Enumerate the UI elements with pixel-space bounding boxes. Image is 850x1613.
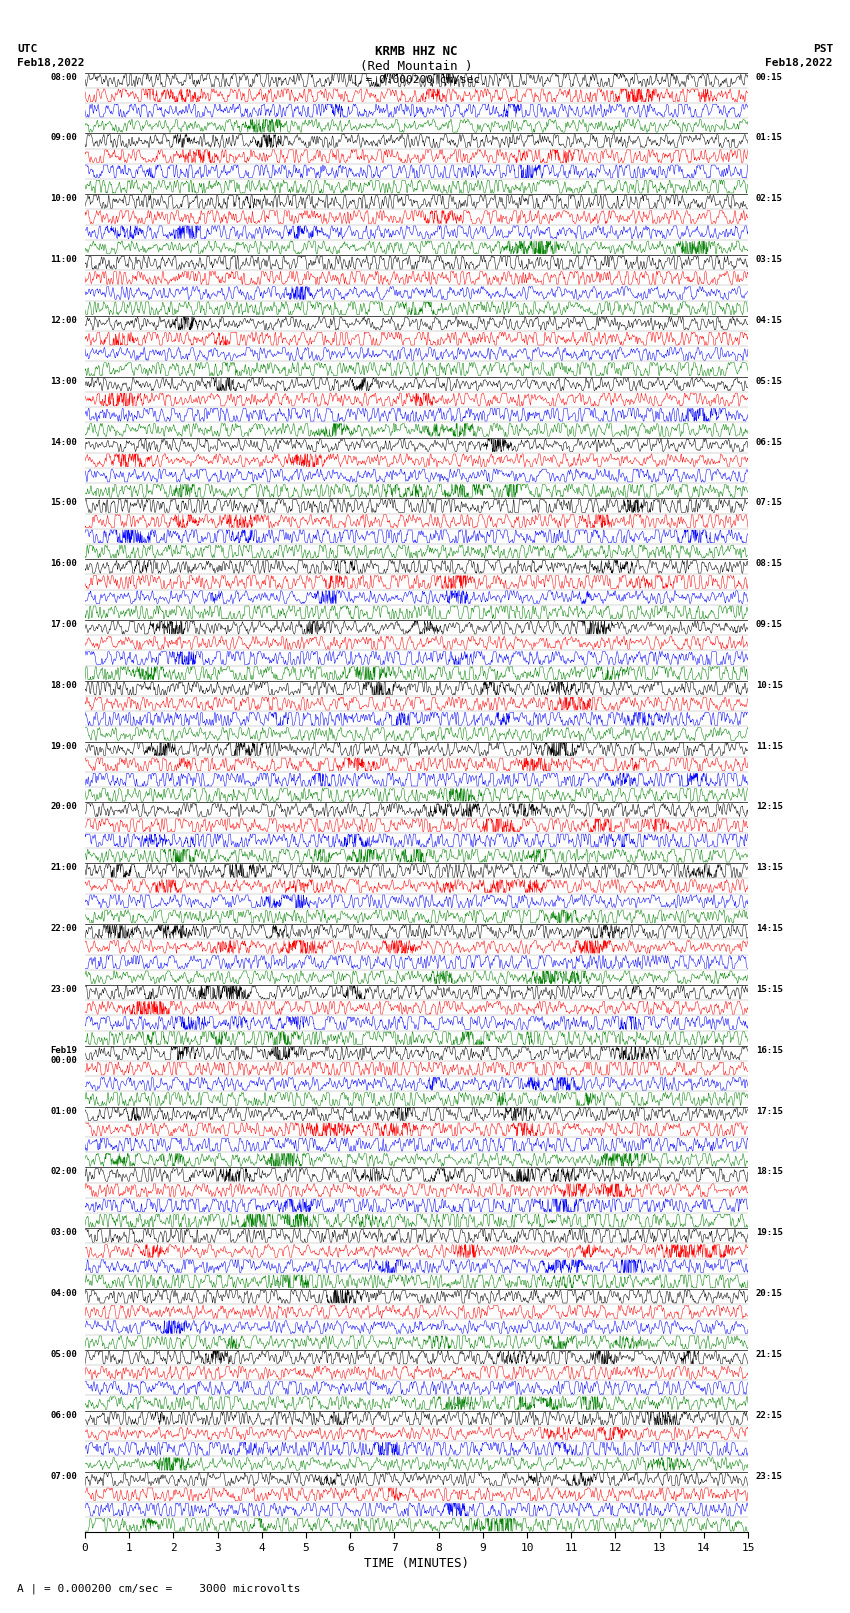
Text: 04:00: 04:00 bbox=[50, 1289, 77, 1298]
Text: 21:00: 21:00 bbox=[50, 863, 77, 873]
Text: PST: PST bbox=[813, 44, 833, 53]
X-axis label: TIME (MINUTES): TIME (MINUTES) bbox=[364, 1557, 469, 1569]
Text: 10:15: 10:15 bbox=[756, 681, 783, 690]
Text: 08:15: 08:15 bbox=[756, 560, 783, 568]
Text: KRMB HHZ NC: KRMB HHZ NC bbox=[375, 45, 458, 58]
Text: | = 0.000200 cm/sec: | = 0.000200 cm/sec bbox=[353, 74, 480, 85]
Text: 06:15: 06:15 bbox=[756, 437, 783, 447]
Text: 11:15: 11:15 bbox=[756, 742, 783, 750]
Text: 10:00: 10:00 bbox=[50, 194, 77, 203]
Text: 16:15: 16:15 bbox=[756, 1045, 783, 1055]
Text: 17:15: 17:15 bbox=[756, 1107, 783, 1116]
Text: 18:00: 18:00 bbox=[50, 681, 77, 690]
Text: 07:00: 07:00 bbox=[50, 1471, 77, 1481]
Text: 19:00: 19:00 bbox=[50, 742, 77, 750]
Text: 12:00: 12:00 bbox=[50, 316, 77, 324]
Text: 14:15: 14:15 bbox=[756, 924, 783, 932]
Text: 06:00: 06:00 bbox=[50, 1411, 77, 1419]
Text: 05:00: 05:00 bbox=[50, 1350, 77, 1358]
Text: Feb18,2022: Feb18,2022 bbox=[17, 58, 84, 68]
Text: 21:15: 21:15 bbox=[756, 1350, 783, 1358]
Text: Feb19
00:00: Feb19 00:00 bbox=[50, 1045, 77, 1065]
Text: 16:00: 16:00 bbox=[50, 560, 77, 568]
Text: 23:00: 23:00 bbox=[50, 986, 77, 994]
Text: 03:15: 03:15 bbox=[756, 255, 783, 265]
Text: 22:15: 22:15 bbox=[756, 1411, 783, 1419]
Text: 00:15: 00:15 bbox=[756, 73, 783, 82]
Text: 22:00: 22:00 bbox=[50, 924, 77, 932]
Text: 12:15: 12:15 bbox=[756, 803, 783, 811]
Text: 15:15: 15:15 bbox=[756, 986, 783, 994]
Text: (Red Mountain ): (Red Mountain ) bbox=[360, 60, 473, 73]
Text: 14:00: 14:00 bbox=[50, 437, 77, 447]
Text: 15:00: 15:00 bbox=[50, 498, 77, 508]
Text: 02:15: 02:15 bbox=[756, 194, 783, 203]
Text: 18:15: 18:15 bbox=[756, 1168, 783, 1176]
Text: 04:15: 04:15 bbox=[756, 316, 783, 324]
Text: 23:15: 23:15 bbox=[756, 1471, 783, 1481]
Text: 08:00: 08:00 bbox=[50, 73, 77, 82]
Text: 09:00: 09:00 bbox=[50, 134, 77, 142]
Text: 20:00: 20:00 bbox=[50, 803, 77, 811]
Text: Feb18,2022: Feb18,2022 bbox=[766, 58, 833, 68]
Text: 07:15: 07:15 bbox=[756, 498, 783, 508]
Text: 20:15: 20:15 bbox=[756, 1289, 783, 1298]
Text: 19:15: 19:15 bbox=[756, 1227, 783, 1237]
Text: 01:15: 01:15 bbox=[756, 134, 783, 142]
Text: A | = 0.000200 cm/sec =    3000 microvolts: A | = 0.000200 cm/sec = 3000 microvolts bbox=[17, 1582, 301, 1594]
Text: UTC: UTC bbox=[17, 44, 37, 53]
Text: 11:00: 11:00 bbox=[50, 255, 77, 265]
Text: 13:15: 13:15 bbox=[756, 863, 783, 873]
Text: 09:15: 09:15 bbox=[756, 619, 783, 629]
Text: 17:00: 17:00 bbox=[50, 619, 77, 629]
Text: 05:15: 05:15 bbox=[756, 377, 783, 386]
Text: 13:00: 13:00 bbox=[50, 377, 77, 386]
Text: 02:00: 02:00 bbox=[50, 1168, 77, 1176]
Text: 03:00: 03:00 bbox=[50, 1227, 77, 1237]
Text: 01:00: 01:00 bbox=[50, 1107, 77, 1116]
